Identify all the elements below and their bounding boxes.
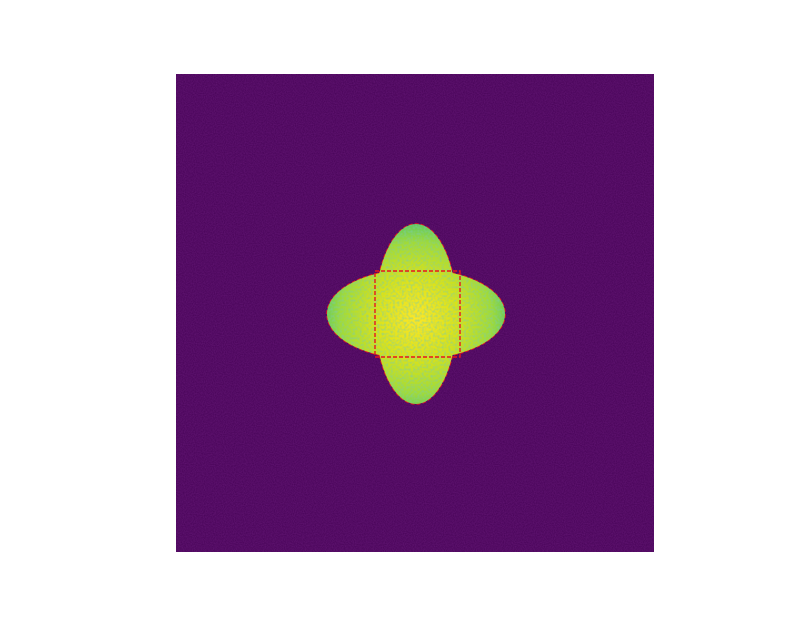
center-square-outline (374, 270, 461, 358)
